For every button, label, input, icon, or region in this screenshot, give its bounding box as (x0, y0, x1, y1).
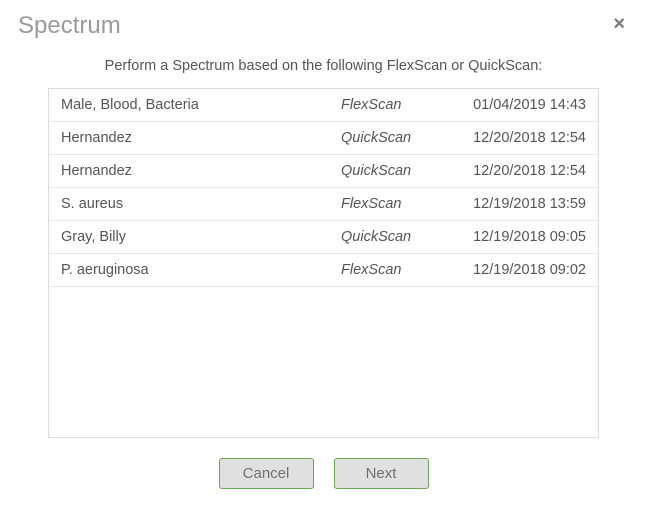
scan-row[interactable]: Hernandez QuickScan 12/20/2018 12:54 (49, 155, 598, 188)
scan-row[interactable]: P. aeruginosa FlexScan 12/19/2018 09:02 (49, 254, 598, 287)
scan-datetime: 12/20/2018 12:54 (466, 163, 586, 179)
scan-datetime: 12/19/2018 09:02 (466, 262, 586, 278)
scan-type: QuickScan (341, 130, 466, 146)
scan-type: FlexScan (341, 196, 466, 212)
scan-type: QuickScan (341, 163, 466, 179)
scan-type: FlexScan (341, 262, 466, 278)
spectrum-dialog: Spectrum × Perform a Spectrum based on t… (0, 0, 647, 507)
scan-datetime: 12/19/2018 09:05 (466, 229, 586, 245)
dialog-footer: Cancel Next (18, 458, 629, 489)
scan-name: P. aeruginosa (61, 262, 341, 278)
dialog-title: Spectrum (18, 12, 121, 40)
cancel-button[interactable]: Cancel (219, 458, 314, 489)
scan-row[interactable]: Gray, Billy QuickScan 12/19/2018 09:05 (49, 221, 598, 254)
scan-row[interactable]: Male, Blood, Bacteria FlexScan 01/04/201… (49, 89, 598, 122)
scan-name: Gray, Billy (61, 229, 341, 245)
close-icon[interactable]: × (609, 12, 629, 36)
scan-datetime: 01/04/2019 14:43 (466, 97, 586, 113)
scan-name: Male, Blood, Bacteria (61, 97, 341, 113)
scan-datetime: 12/20/2018 12:54 (466, 130, 586, 146)
scan-datetime: 12/19/2018 13:59 (466, 196, 586, 212)
scan-name: Hernandez (61, 130, 341, 146)
scan-list[interactable]: Male, Blood, Bacteria FlexScan 01/04/201… (48, 88, 599, 438)
scan-type: QuickScan (341, 229, 466, 245)
next-button[interactable]: Next (334, 458, 429, 489)
scan-name: Hernandez (61, 163, 341, 179)
scan-row[interactable]: S. aureus FlexScan 12/19/2018 13:59 (49, 188, 598, 221)
dialog-header: Spectrum × (18, 12, 629, 40)
scan-name: S. aureus (61, 196, 341, 212)
dialog-instruction: Perform a Spectrum based on the followin… (18, 58, 629, 74)
scan-type: FlexScan (341, 97, 466, 113)
scan-row[interactable]: Hernandez QuickScan 12/20/2018 12:54 (49, 122, 598, 155)
